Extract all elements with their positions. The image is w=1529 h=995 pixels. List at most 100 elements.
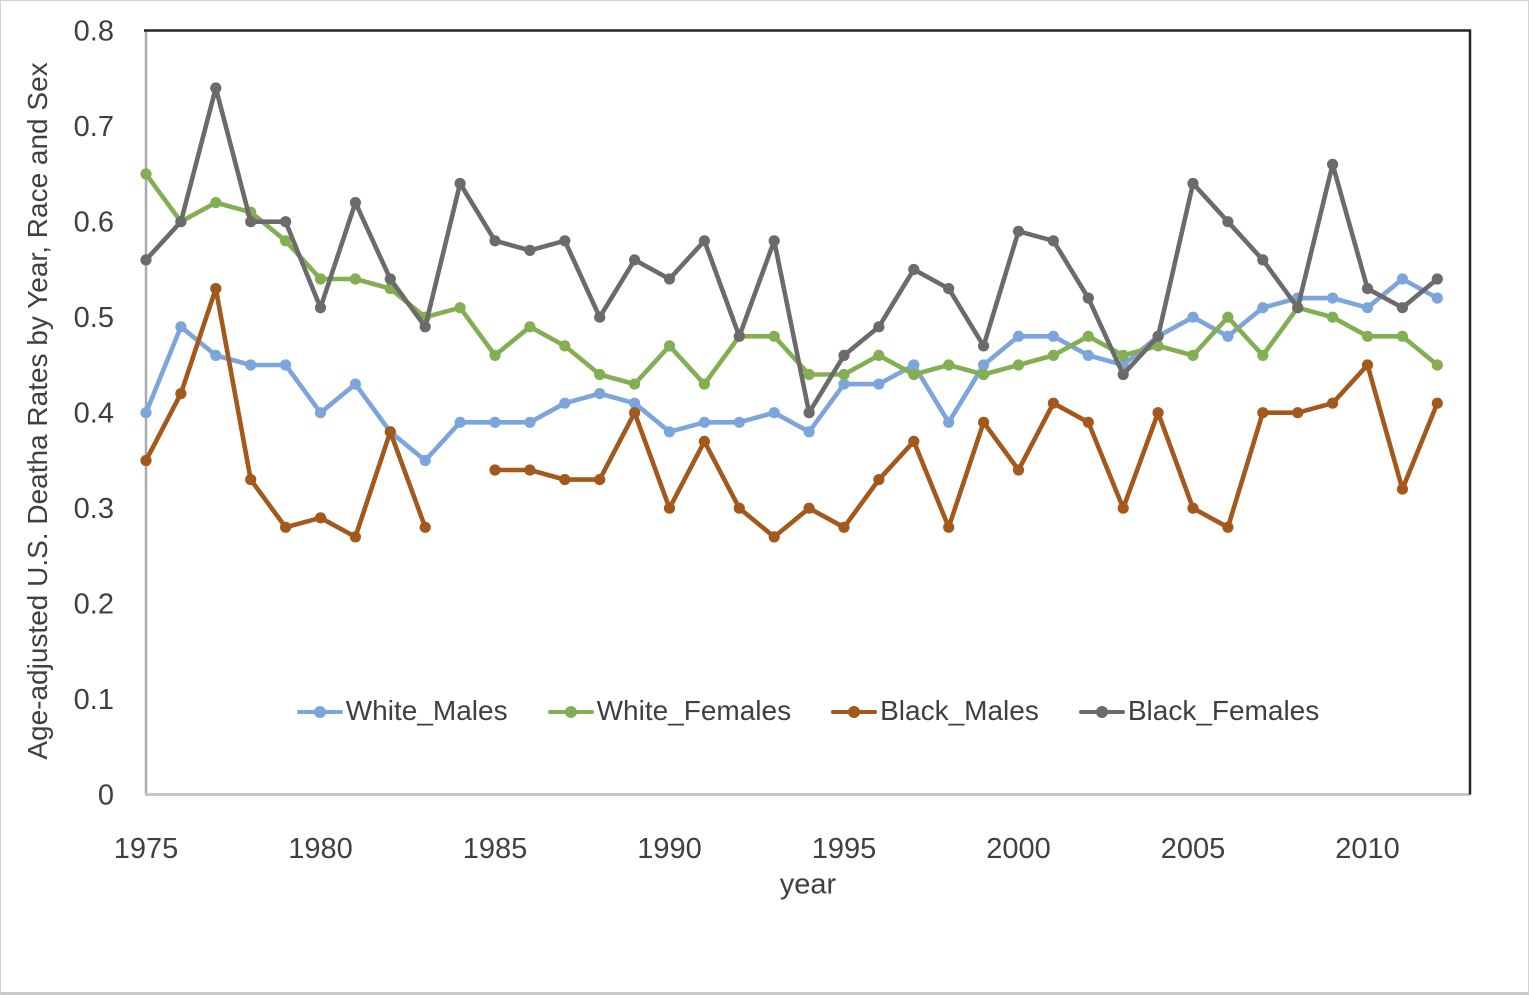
data-point bbox=[908, 359, 920, 371]
legend-item-black-females[interactable]: Black_Females bbox=[1078, 695, 1319, 727]
data-point bbox=[663, 340, 676, 352]
data-point bbox=[314, 407, 327, 419]
data-point bbox=[803, 368, 815, 381]
data-point bbox=[1012, 464, 1025, 476]
data-point bbox=[594, 474, 606, 486]
data-point bbox=[140, 407, 152, 419]
data-point bbox=[314, 273, 327, 285]
data-point bbox=[629, 407, 641, 419]
data-point bbox=[1187, 349, 1199, 361]
series-White_Males bbox=[140, 273, 1443, 467]
data-point bbox=[1082, 292, 1094, 304]
legend-item-white-females[interactable]: White_Females bbox=[547, 695, 792, 727]
data-point bbox=[629, 378, 641, 390]
y-tick-label: 0.3 bbox=[74, 493, 114, 525]
data-point bbox=[908, 435, 920, 447]
data-point bbox=[943, 416, 955, 428]
data-point bbox=[663, 502, 676, 514]
x-tick-label: 1975 bbox=[114, 833, 179, 865]
data-point bbox=[873, 321, 885, 333]
data-point bbox=[908, 368, 920, 381]
data-point bbox=[559, 235, 571, 247]
data-point bbox=[803, 502, 815, 514]
data-point bbox=[1152, 407, 1164, 419]
data-point bbox=[698, 235, 711, 247]
data-point bbox=[1257, 254, 1269, 266]
data-point bbox=[280, 521, 292, 533]
data-point bbox=[210, 349, 222, 361]
data-point bbox=[1257, 349, 1269, 361]
data-point bbox=[489, 349, 501, 361]
data-point bbox=[1327, 158, 1339, 170]
y-tick-label: 0 bbox=[98, 780, 114, 812]
data-point bbox=[1187, 502, 1199, 514]
x-tick-label: 1980 bbox=[288, 833, 353, 865]
data-point bbox=[524, 244, 536, 256]
data-point bbox=[733, 502, 745, 514]
data-point bbox=[943, 283, 955, 295]
data-point bbox=[803, 407, 815, 419]
legend-label-black-males: Black_Males bbox=[880, 695, 1039, 726]
data-point bbox=[873, 474, 885, 486]
data-point bbox=[978, 416, 990, 428]
data-point bbox=[245, 216, 257, 228]
data-point bbox=[698, 435, 711, 447]
data-point bbox=[524, 464, 536, 476]
data-point bbox=[943, 359, 955, 371]
data-point bbox=[280, 235, 292, 247]
data-point bbox=[210, 82, 222, 94]
data-point bbox=[559, 340, 571, 352]
data-point bbox=[1012, 330, 1025, 342]
legend-marker-black-females-icon bbox=[1078, 705, 1125, 718]
data-point bbox=[140, 254, 152, 266]
data-point bbox=[1082, 416, 1094, 428]
data-point bbox=[419, 321, 431, 333]
data-point bbox=[1431, 292, 1443, 304]
legend-label-white-females: White_Females bbox=[596, 695, 792, 726]
data-point bbox=[768, 531, 780, 543]
data-point bbox=[1396, 273, 1408, 285]
y-tick-label: 0.1 bbox=[74, 684, 114, 716]
data-point bbox=[768, 330, 780, 342]
data-point bbox=[314, 512, 327, 524]
data-point bbox=[384, 273, 396, 285]
data-point bbox=[733, 330, 745, 342]
data-point bbox=[629, 397, 641, 409]
y-tick-label: 0.6 bbox=[74, 207, 114, 239]
data-point bbox=[1292, 302, 1304, 314]
data-point bbox=[280, 359, 292, 371]
data-point bbox=[873, 349, 885, 361]
data-point bbox=[419, 521, 431, 533]
data-point bbox=[140, 454, 152, 467]
legend-item-black-males[interactable]: Black_Males bbox=[831, 695, 1039, 727]
data-point bbox=[1222, 330, 1234, 342]
legend-marker-white-males-icon bbox=[296, 705, 343, 718]
x-tick-label: 1995 bbox=[812, 833, 877, 865]
y-tick-label: 0.4 bbox=[74, 398, 114, 430]
data-point bbox=[489, 416, 501, 428]
data-point bbox=[524, 416, 536, 428]
data-point bbox=[140, 168, 152, 180]
data-point bbox=[1222, 521, 1234, 533]
data-point bbox=[1431, 273, 1443, 285]
data-point bbox=[1396, 483, 1408, 495]
data-point bbox=[1327, 397, 1339, 409]
data-point bbox=[1117, 368, 1129, 381]
series-Black_Males bbox=[140, 283, 1443, 543]
data-point bbox=[873, 378, 885, 390]
series-White_Females bbox=[140, 168, 1443, 390]
data-point bbox=[1257, 407, 1269, 419]
data-point bbox=[1082, 349, 1094, 361]
x-tick-label: 1990 bbox=[637, 833, 702, 865]
data-point bbox=[454, 302, 466, 314]
data-point bbox=[1257, 302, 1269, 314]
data-point bbox=[175, 321, 187, 333]
data-point bbox=[803, 426, 815, 438]
data-point bbox=[838, 368, 850, 381]
data-point bbox=[1117, 349, 1129, 361]
data-point bbox=[559, 474, 571, 486]
x-axis-title: year bbox=[779, 868, 837, 901]
legend-item-white-males[interactable]: White_Males bbox=[296, 695, 508, 727]
